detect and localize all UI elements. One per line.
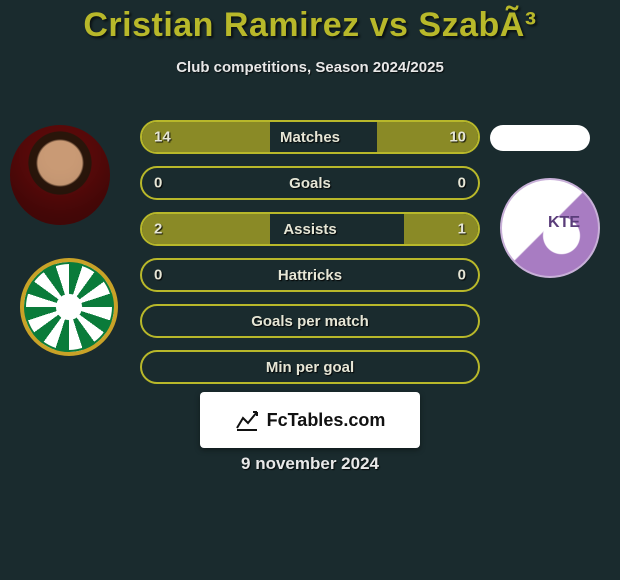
stat-value-left: 2 (154, 221, 162, 238)
left-club-crest (20, 258, 118, 356)
stat-row: Min per goal (140, 350, 480, 384)
comparison-subtitle: Club competitions, Season 2024/2025 (0, 59, 620, 76)
stat-value-right: 10 (449, 129, 466, 146)
snapshot-date: 9 november 2024 (0, 454, 620, 474)
source-badge-text: FcTables.com (267, 410, 386, 431)
stat-row: Goals per match (140, 304, 480, 338)
stat-row: 0 Hattricks 0 (140, 258, 480, 292)
left-player-avatar (10, 125, 110, 225)
comparison-title: Cristian Ramirez vs SzabÃ³ (0, 0, 620, 45)
stat-label: Hattricks (278, 267, 342, 284)
stat-value-left: 0 (154, 175, 162, 192)
stat-label: Goals per match (251, 313, 369, 330)
stat-value-right: 1 (458, 221, 466, 238)
stat-value-right: 0 (458, 175, 466, 192)
stat-label: Goals (289, 175, 331, 192)
chart-icon (235, 408, 259, 432)
stats-table: 14Matches100Goals02Assists10Hattricks0Go… (140, 120, 480, 396)
stat-label: Min per goal (266, 359, 354, 376)
stat-row: 0 Goals 0 (140, 166, 480, 200)
stat-value-left: 14 (154, 129, 171, 146)
stat-value-left: 0 (154, 267, 162, 284)
stat-value-right: 0 (458, 267, 466, 284)
stat-row: 2 Assists 1 (140, 212, 480, 246)
right-player-avatar (490, 125, 590, 151)
stat-label: Matches (280, 129, 340, 146)
source-badge: FcTables.com (200, 392, 420, 448)
stat-fill-right (404, 214, 478, 244)
stat-row: 14 Matches 10 (140, 120, 480, 154)
stat-label: Assists (283, 221, 336, 238)
right-club-crest (500, 178, 600, 278)
